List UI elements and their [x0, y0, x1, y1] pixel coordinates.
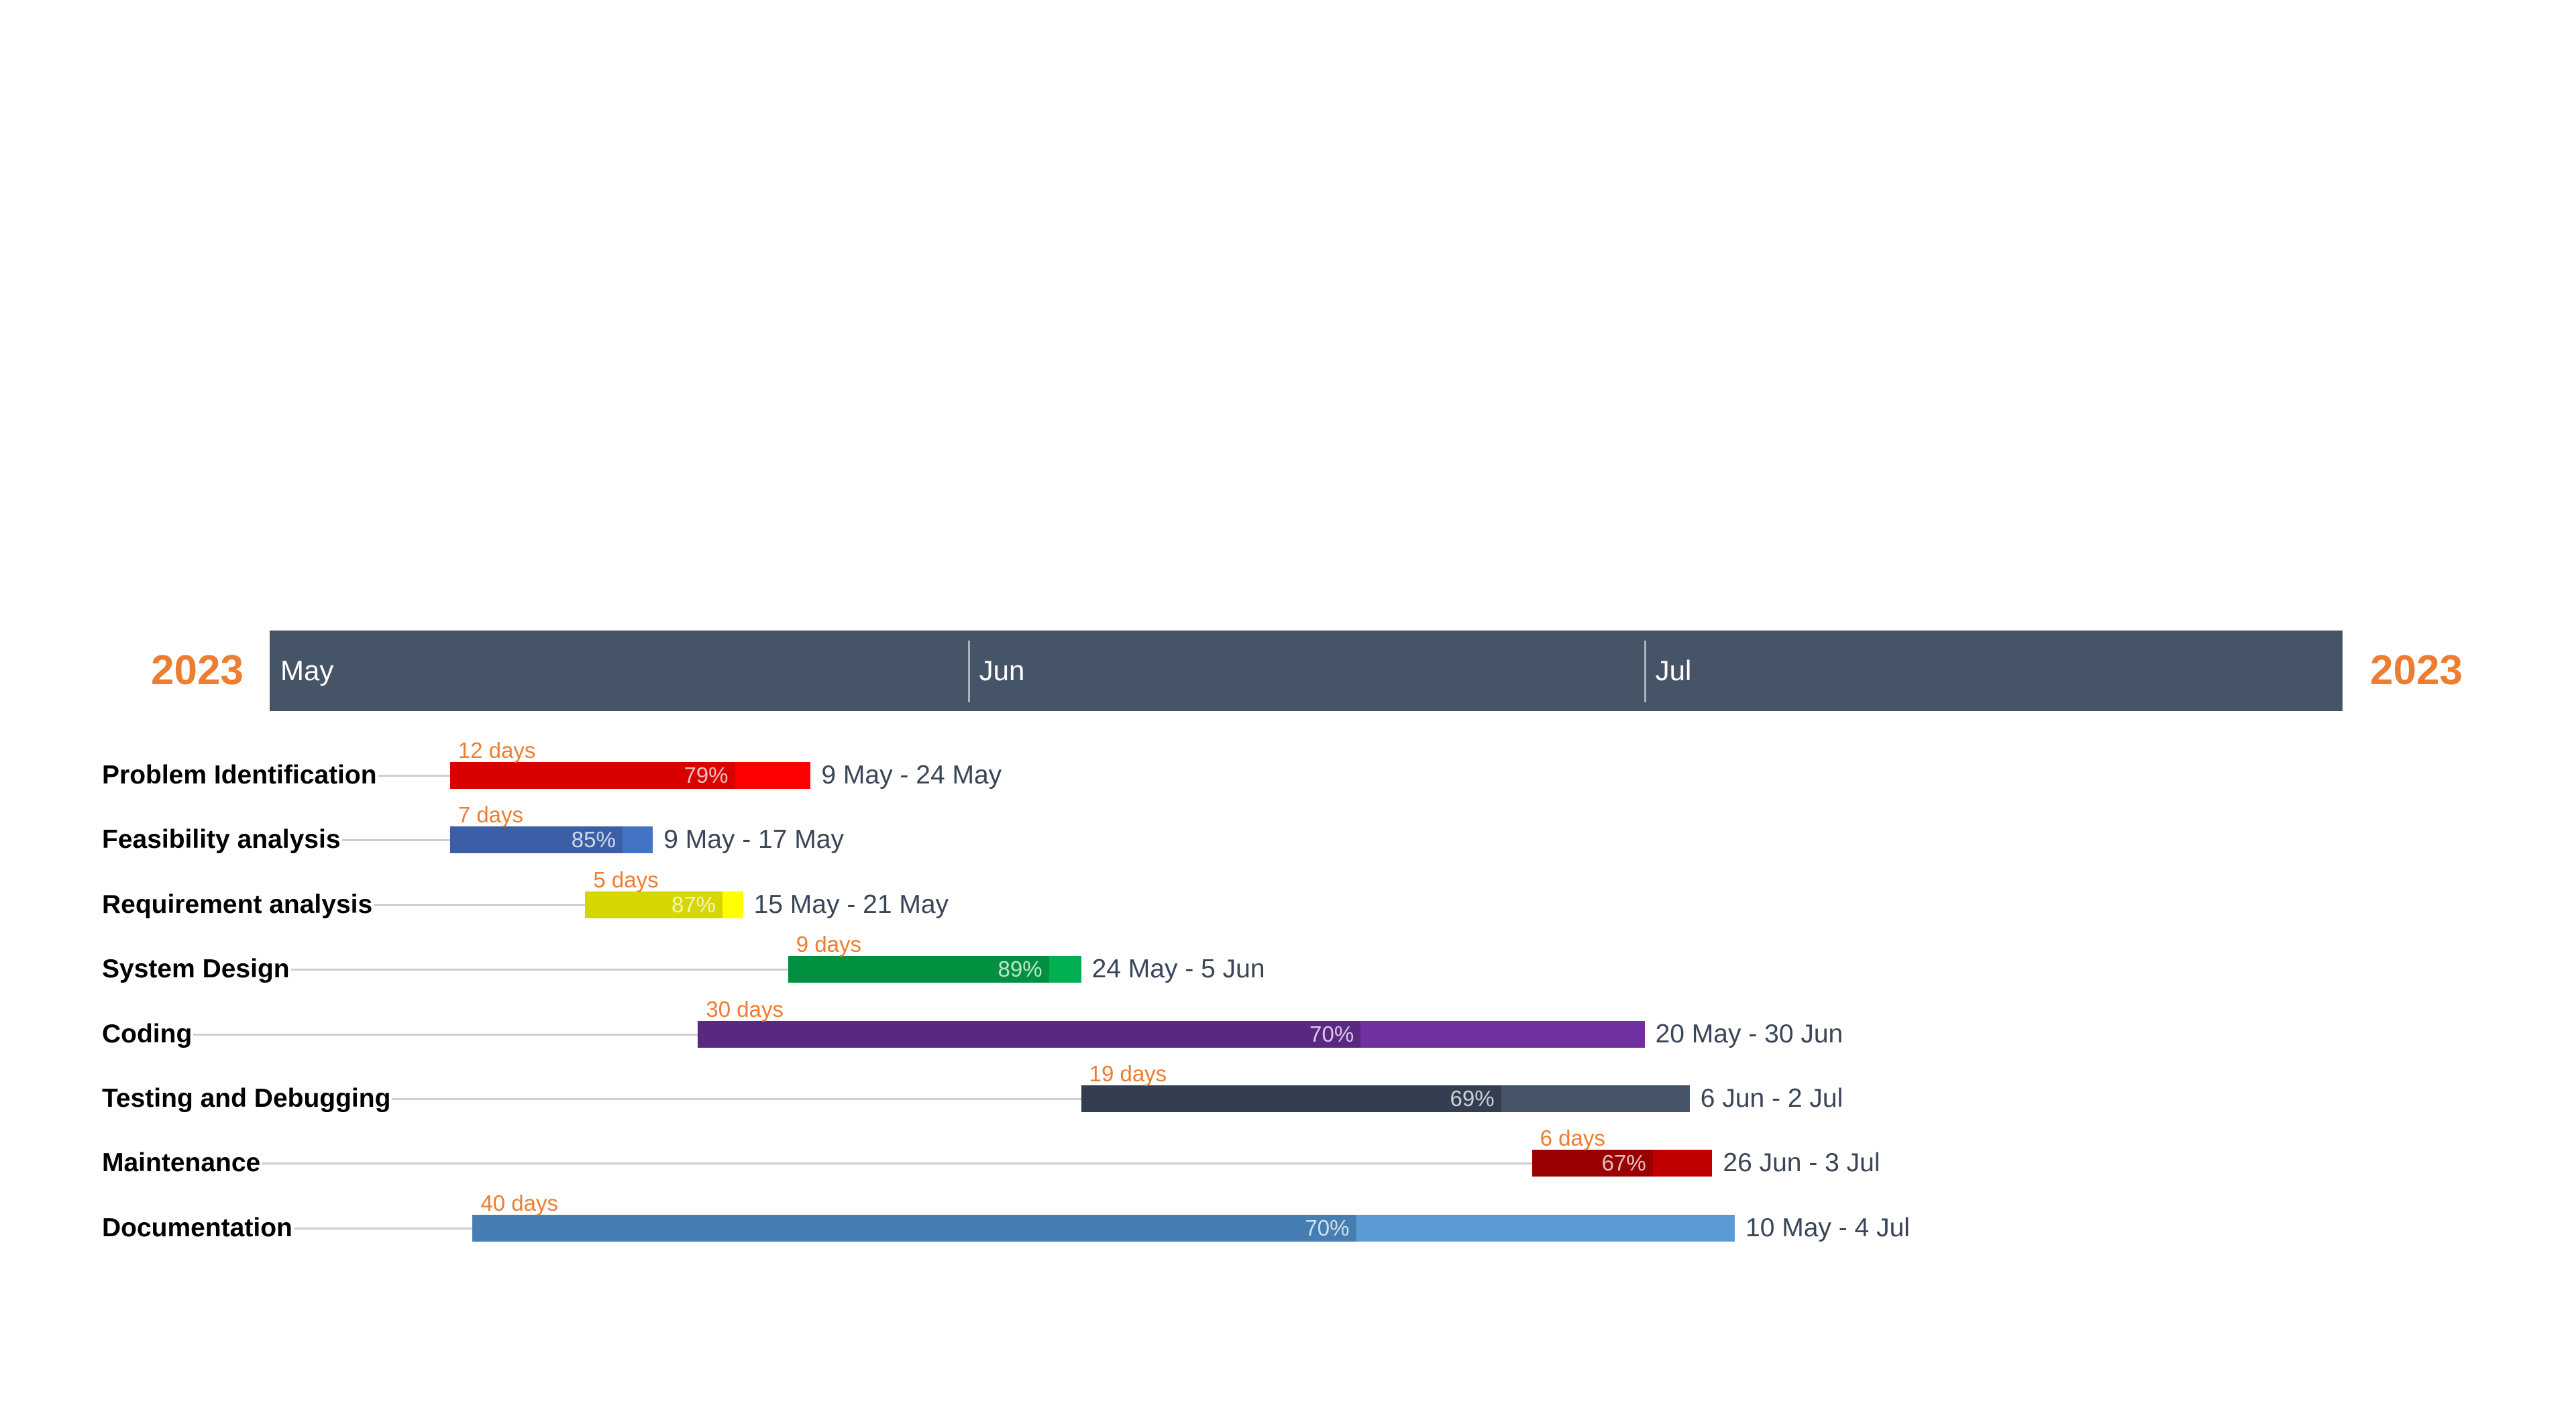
progress-label: 70% — [1309, 1021, 1354, 1046]
task-bar-progress — [1532, 1150, 1653, 1177]
task-label: Maintenance — [102, 1146, 262, 1181]
task-bar-progress — [698, 1020, 1361, 1048]
timeline-header: May Jun Jul — [270, 631, 2343, 711]
year-label-right: 2023 — [2370, 647, 2463, 694]
duration-label: 40 days — [480, 1190, 558, 1215]
duration-label: 12 days — [458, 738, 536, 763]
task-bar: 70% — [698, 1020, 1645, 1048]
task-label: Problem Identification — [102, 759, 378, 792]
date-range-label: 24 May - 5 Jun — [1091, 955, 1265, 984]
progress-label: 67% — [1601, 1150, 1646, 1176]
month-separator — [1644, 641, 1646, 702]
progress-label: 87% — [671, 891, 716, 917]
progress-label: 89% — [998, 957, 1042, 982]
progress-label: 85% — [571, 827, 616, 853]
duration-label: 7 days — [458, 802, 524, 828]
duration-label: 5 days — [593, 867, 659, 892]
month-separator — [967, 641, 970, 702]
task-label: Documentation — [102, 1211, 294, 1245]
task-label: Coding — [102, 1017, 194, 1051]
task-bar-progress — [472, 1214, 1356, 1242]
progress-label: 79% — [684, 763, 729, 787]
task-bar: 67% — [1532, 1150, 1713, 1177]
duration-label: 30 days — [706, 996, 784, 1022]
task-label: Requirement analysis — [102, 887, 374, 922]
task-bar-progress — [585, 891, 722, 918]
month-label: Jun — [979, 655, 1025, 686]
task-bar-progress — [449, 762, 735, 789]
leader-line — [102, 1033, 698, 1036]
task-bar-progress — [1081, 1085, 1501, 1112]
date-range-label: 9 May - 24 May — [821, 761, 1002, 790]
date-range-label: 20 May - 30 Jun — [1655, 1019, 1843, 1048]
leader-line — [102, 969, 788, 971]
task-label: Testing and Debugging — [102, 1082, 392, 1116]
month-label: Jul — [1655, 655, 1692, 686]
task-bar: 70% — [472, 1214, 1735, 1242]
date-range-label: 26 Jun - 3 Jul — [1723, 1148, 1880, 1178]
leader-line — [102, 1162, 1532, 1165]
task-bar: 89% — [788, 956, 1081, 983]
task-label: Feasibility analysis — [102, 823, 342, 857]
duration-label: 9 days — [796, 932, 862, 957]
task-bar-progress — [788, 956, 1049, 983]
task-bar: 85% — [449, 826, 653, 854]
task-label: System Design — [102, 953, 291, 987]
date-range-label: 9 May - 17 May — [663, 825, 844, 855]
date-range-label: 6 Jun - 2 Jul — [1700, 1084, 1843, 1113]
progress-label: 70% — [1305, 1215, 1350, 1240]
month-label: May — [280, 655, 334, 686]
date-range-label: 15 May - 21 May — [753, 889, 949, 919]
task-bar: 87% — [585, 891, 743, 918]
task-bar-progress — [449, 826, 623, 854]
leader-line — [102, 1098, 1081, 1100]
task-bar: 79% — [449, 762, 811, 789]
progress-label: 69% — [1450, 1086, 1495, 1111]
date-range-label: 10 May - 4 Jul — [1746, 1213, 1910, 1242]
duration-label: 19 days — [1089, 1061, 1167, 1086]
task-bar: 69% — [1081, 1085, 1690, 1112]
year-label-left: 2023 — [151, 647, 244, 694]
duration-label: 6 days — [1540, 1126, 1605, 1151]
